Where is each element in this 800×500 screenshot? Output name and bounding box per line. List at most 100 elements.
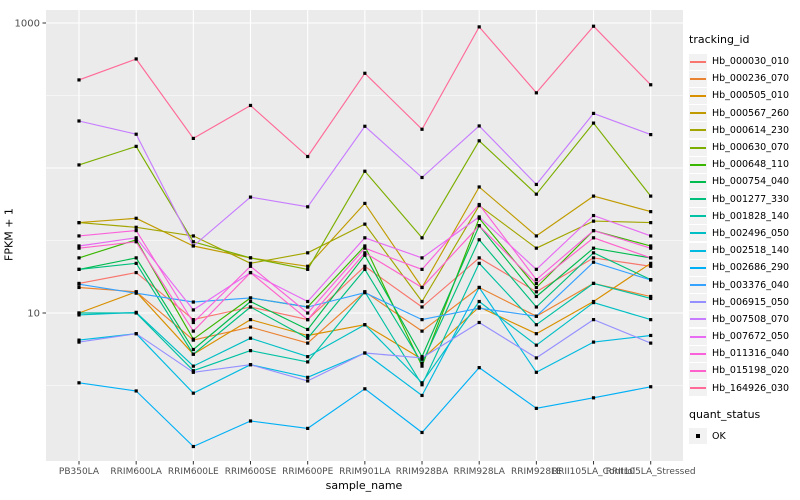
data-point [420,356,424,360]
data-point [248,305,253,309]
data-point [420,430,424,435]
x-tick-label: RRIM600SE [225,467,277,477]
legend-label: Hb_000030_010 [712,56,790,68]
data-point [306,327,310,332]
data-point [363,246,367,250]
legend-key [689,122,707,139]
data-point [477,366,481,370]
legend-key [689,191,707,208]
data-point [248,103,253,108]
data-point [649,264,653,268]
data-point [77,256,81,260]
data-point [477,256,481,260]
legend-item-Hb_002518_140: Hb_002518_140 [689,242,799,259]
legend-label: Hb_000505_010 [712,90,790,102]
data-point [534,182,538,187]
data-point [420,267,424,271]
data-point [420,175,424,180]
data-point [306,267,310,271]
data-point [420,299,424,304]
legend-item-Hb_000236_070: Hb_000236_070 [689,70,799,87]
legend-item-Hb_000614_230: Hb_000614_230 [689,122,799,139]
data-point [134,236,138,240]
data-point [649,221,653,225]
data-point [363,236,367,240]
data-point [191,234,195,238]
data-point [420,256,424,260]
legend-item-Hb_007672_050: Hb_007672_050 [689,328,799,345]
data-point [591,256,596,260]
data-point [477,299,481,304]
data-point [77,244,81,248]
data-point [591,340,596,344]
data-point [134,310,138,314]
data-point [477,25,481,29]
data-point [649,294,653,299]
legend-key [689,277,707,294]
legend-items: Hb_000030_010 Hb_000236_070 Hb_000505_010 H… [689,53,799,397]
legend-key [689,156,707,173]
data-point [420,393,424,398]
legend-key-line [690,180,706,183]
legend-item-Hb_002496_050: Hb_002496_050 [689,225,799,242]
data-point [649,385,653,389]
legend-label: Hb_000614_230 [712,124,790,136]
data-point [191,347,195,352]
data-point [591,213,596,218]
legend-item-Hb_006915_050: Hb_006915_050 [689,294,799,311]
x-tick-label: RRII105LA_Control [552,467,635,477]
data-point [248,336,253,340]
data-point [649,261,653,265]
data-point [306,311,310,315]
legend-label: Hb_003376_040 [712,279,790,291]
data-point [77,78,81,82]
data-point [191,318,195,322]
data-point [477,238,481,242]
legend-key [689,87,707,104]
data-point [477,215,481,219]
data-point [77,267,81,271]
data-point [306,336,310,340]
legend-key-line [690,301,706,304]
legend-key-line [690,198,706,201]
data-point [363,267,367,271]
data-point [248,264,253,268]
data-point [306,341,310,345]
data-point [134,291,138,295]
data-point [363,251,367,255]
x-axis-title: sample_name [325,479,403,492]
data-point [134,132,138,136]
data-point [77,313,81,317]
data-point [134,256,138,260]
data-point [649,244,653,248]
data-point [477,285,481,290]
data-point [77,285,81,290]
data-point [134,144,138,148]
data-point [306,205,310,209]
data-point [306,318,310,322]
legend-item-Hb_015198_020: Hb_015198_020 [689,362,799,379]
legend-key-line [690,163,706,166]
data-point [363,71,367,75]
data-point [363,253,367,257]
legend-key-line [690,266,706,269]
data-point [306,426,310,431]
data-point [191,370,195,374]
data-point [77,340,81,344]
legend-key-line [690,369,706,372]
legend-item-Hb_007508_070: Hb_007508_070 [689,311,799,328]
data-point [420,364,424,368]
legend-label: Hb_001828_140 [712,210,790,222]
data-point [191,320,195,325]
data-point [248,419,253,423]
legend-label: Hb_000567_260 [712,107,790,119]
legend-key [689,105,707,122]
data-point [134,332,138,336]
legend-key-line [690,318,706,321]
data-point [591,229,596,233]
data-point [591,318,596,322]
data-point [191,352,195,356]
legend-label: Hb_000648_110 [712,159,790,171]
data-point [363,264,367,268]
data-point [134,225,138,229]
